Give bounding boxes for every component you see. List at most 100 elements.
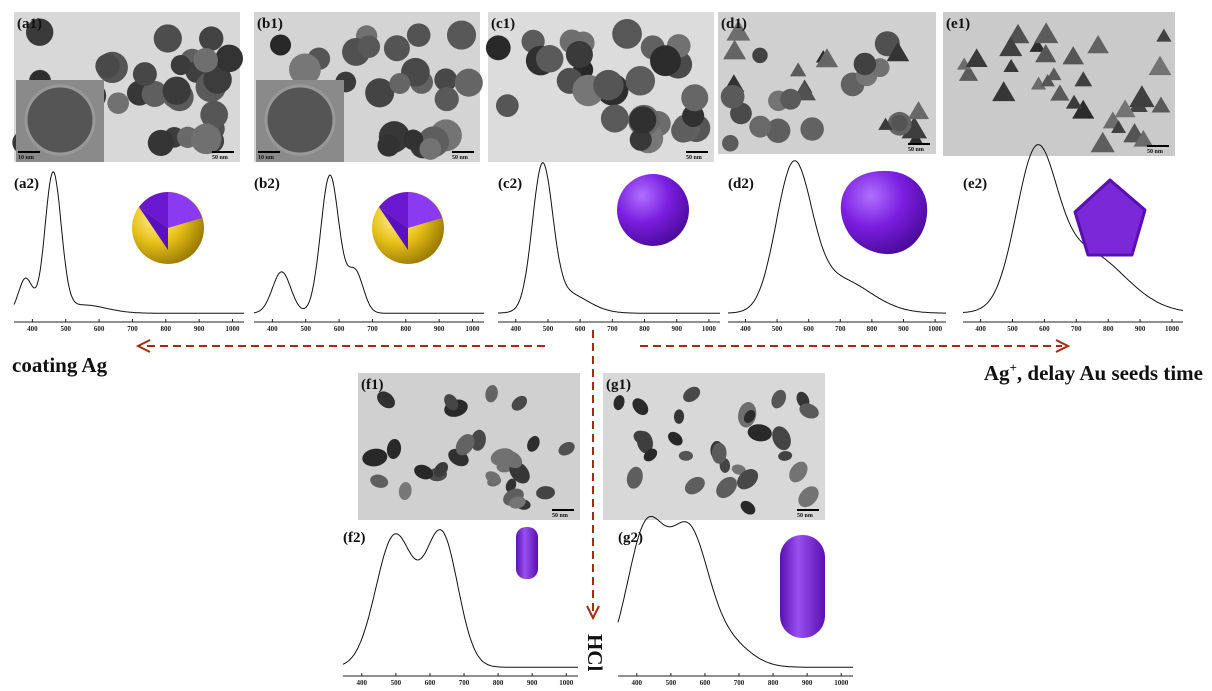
tick-label: 900 [1135,325,1146,333]
scale-bar-label: 10 nm [258,155,274,161]
hcl-label: HCl [583,634,607,672]
tick-label: 700 [127,325,138,333]
particle [199,26,223,50]
particle [215,45,243,73]
tick-label: 800 [401,325,412,333]
tick-label: 900 [802,679,813,687]
tick-label: 500 [61,325,72,333]
particle [193,48,217,72]
scale-bar-label: 50 nm [797,513,813,519]
particle [377,134,399,156]
particle [721,85,745,109]
tick-label: 1000 [928,325,943,333]
tick-label: 400 [267,325,278,333]
tick-label: 1000 [466,325,481,333]
particle [681,84,708,111]
panel-label: (e1) [946,16,970,32]
scale-bar-label: 50 nm [908,147,924,153]
tick-label: 600 [700,679,711,687]
core-shell-model [132,192,444,264]
tick-label: 900 [898,325,909,333]
panel-label: (g1) [606,377,631,393]
tick-label: 500 [301,325,312,333]
particle [95,54,119,78]
tick-label: 600 [425,679,436,687]
particle [722,135,738,151]
particle [612,19,642,49]
spectrum-curve [254,175,484,313]
particle [800,117,823,140]
tick-label: 400 [975,325,986,333]
particle [148,130,174,156]
tick-label: 600 [575,325,586,333]
inset-particle [266,86,334,154]
coating-label: coating Ag [12,353,108,377]
particle [163,77,191,105]
panel-label: (f1) [361,377,384,393]
scale-bar-label: 50 nm [1147,149,1163,155]
scale-bar-label: 50 nm [452,155,468,161]
tick-label: 600 [94,325,105,333]
panel-label: (e2) [963,176,987,192]
particle [384,35,410,61]
sphere-model [617,174,689,246]
inset-particle [26,86,94,154]
particle [270,34,291,55]
tick-label: 900 [671,325,682,333]
spectrum-curve [14,172,244,314]
panel-label: (c2) [498,176,522,192]
scale-bar-label: 50 nm [552,513,568,519]
tick-label: 800 [161,325,172,333]
particle [854,53,877,76]
tick-label: 500 [772,325,783,333]
tick-label: 800 [493,679,504,687]
particle [419,138,441,160]
long-rod-model [780,535,825,638]
figure: (a1)10 nm50 nm4005006007008009001000(a2)… [0,0,1212,691]
particle [891,115,907,131]
tick-label: 1000 [702,325,717,333]
spectrum-curve [498,163,720,314]
particle [133,62,157,86]
tick-label: 400 [27,325,38,333]
tick-label: 900 [434,325,445,333]
short-rod-model [516,527,538,579]
tick-label: 800 [1103,325,1114,333]
panel-label: (g2) [618,530,643,546]
particle [752,48,767,63]
scale-bar-label: 50 nm [686,155,702,161]
scale-bar-label: 50 nm [212,155,228,161]
particle [593,70,623,100]
particle [455,69,483,97]
particle [171,55,191,75]
particle [780,89,801,110]
tick-label: 1000 [834,679,849,687]
tick-label: 700 [367,325,378,333]
particle [496,94,519,117]
spectrum-curve [343,530,578,668]
particle [435,87,459,111]
panel-label: (f2) [343,530,366,546]
tick-label: 500 [1007,325,1018,333]
particle [486,35,511,60]
particle [107,92,129,114]
tick-label: 500 [666,679,677,687]
particle [601,105,629,133]
particle [679,451,693,461]
tick-label: 400 [632,679,643,687]
panel-label: (b2) [254,176,280,192]
decahedron-model [1075,180,1145,255]
particle [447,20,476,49]
particle [629,106,656,133]
panel-label: (c1) [491,16,515,32]
tick-label: 700 [607,325,618,333]
tick-label: 700 [835,325,846,333]
particle [536,45,563,72]
tick-label: 1000 [226,325,241,333]
particle [626,66,656,96]
tick-label: 800 [639,325,650,333]
scale-bar-label: 10 nm [18,155,34,161]
ag-label: Ag+, delay Au seeds time [984,360,1203,385]
tick-label: 1000 [1165,325,1180,333]
panel-label: (b1) [257,16,283,32]
